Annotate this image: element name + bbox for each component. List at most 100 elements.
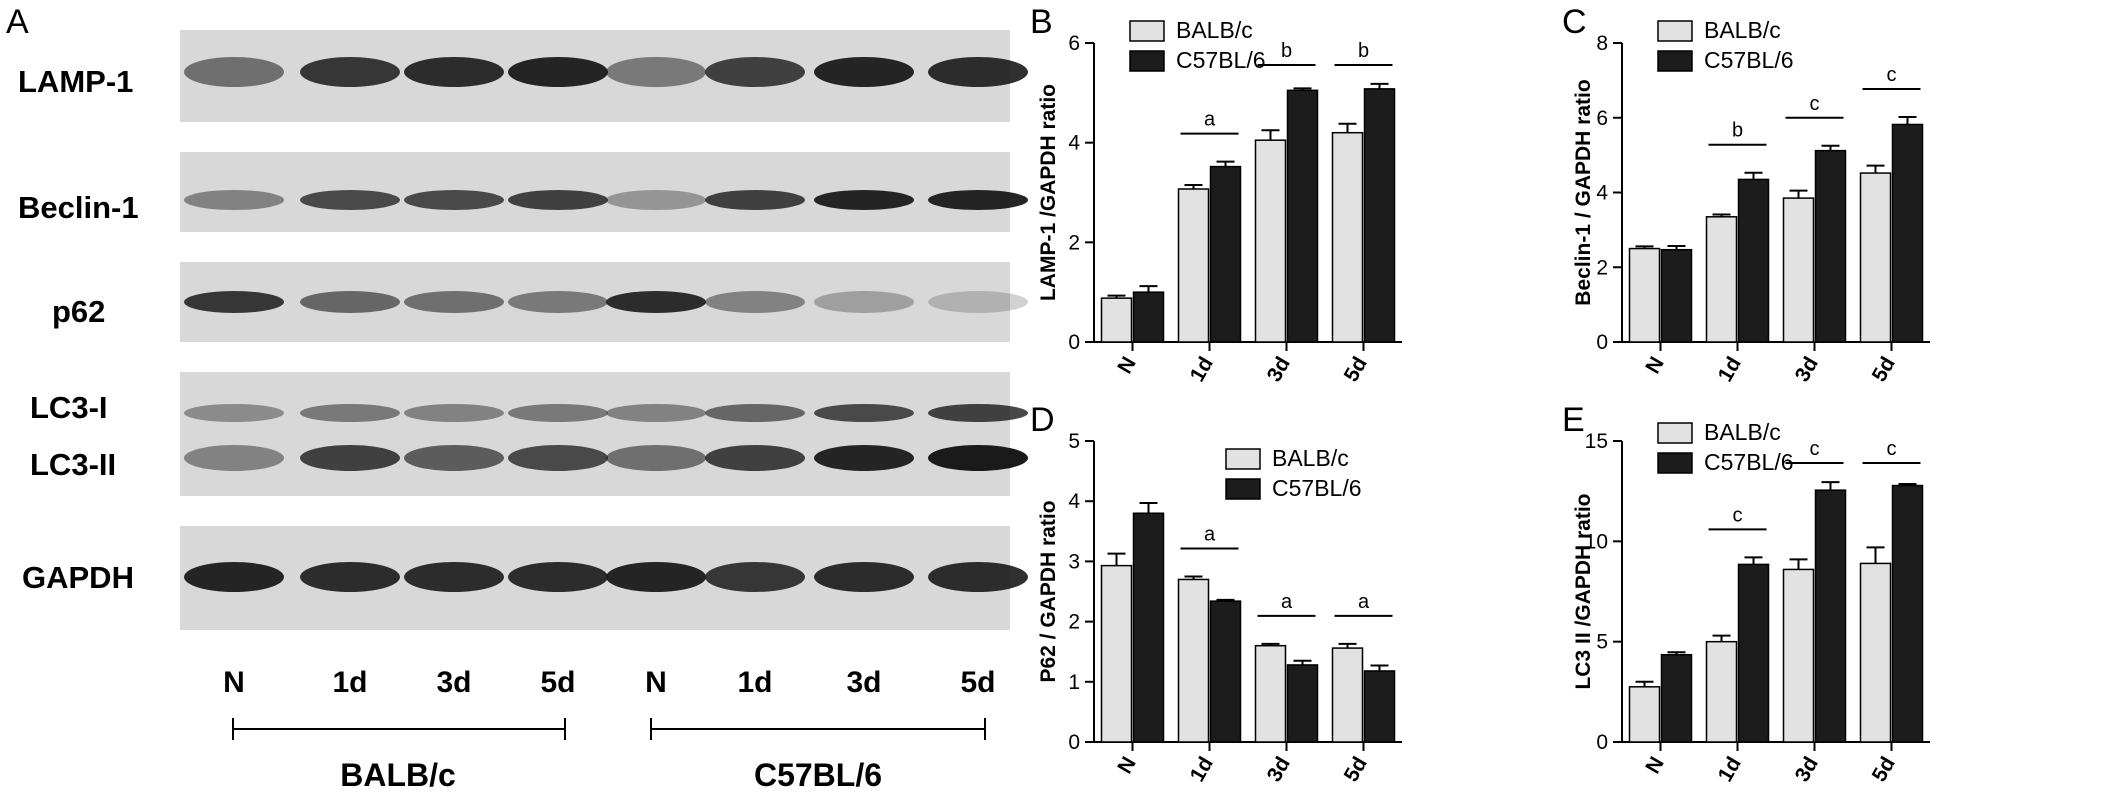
- y-tick-label: 0: [1596, 731, 1608, 754]
- western-blot-panel: A LAMP-1 Beclin-1 p62 LC3-I LC3-II GAPDH…: [6, 3, 1028, 793]
- blot-band: [606, 445, 706, 471]
- lane-label: N: [223, 666, 245, 699]
- blot-band: [404, 562, 504, 592]
- bar-c57bl6: [1737, 178, 1770, 343]
- bar-c57bl6: [1209, 600, 1242, 743]
- bar-c57bl6: [1132, 291, 1165, 343]
- legend-label: C57BL/6: [1704, 449, 1794, 475]
- blot-band: [300, 562, 400, 592]
- significance-label: a: [1204, 523, 1216, 545]
- blot-label-lc3-i: LC3-I: [30, 390, 108, 425]
- bar-balbc: [1782, 568, 1815, 743]
- blot-band: [705, 190, 805, 210]
- y-tick-label: 10: [1585, 530, 1608, 553]
- lane-label: N: [645, 666, 667, 699]
- panel-letter: B: [1030, 3, 1053, 41]
- y-tick-label: 3: [1068, 550, 1080, 573]
- blot-band: [508, 291, 608, 313]
- legend-label: C57BL/6: [1176, 47, 1266, 73]
- significance-label: c: [1733, 504, 1743, 526]
- bar-c57bl6: [1660, 653, 1693, 743]
- bar-balbc: [1705, 640, 1738, 743]
- y-tick-label: 6: [1068, 32, 1080, 55]
- significance-label: b: [1281, 40, 1292, 62]
- x-tick-label: 3d: [1791, 753, 1823, 786]
- x-tick-label: N: [1641, 353, 1669, 378]
- y-axis-title: P62 / GAPDH ratio: [1037, 500, 1060, 682]
- y-tick-label: 2: [1068, 611, 1080, 634]
- significance-label: c: [1810, 93, 1820, 115]
- group-label-c57bl6: C57BL/6: [754, 757, 882, 793]
- blot-band: [814, 291, 914, 313]
- bar-c57bl6: [1363, 670, 1396, 743]
- group-bracket-c57bl6: C57BL/6: [650, 718, 986, 793]
- blot-band: [814, 404, 914, 422]
- bar-c57bl6: [1363, 88, 1396, 343]
- chart-panel-e: E 0 5 10 15 LC3 II /GAPDH ratio N 1d c 3d c 5d c BALB…: [1562, 401, 1930, 786]
- group-label-balbc: BALB/c: [340, 757, 456, 793]
- legend-label: C57BL/6: [1704, 47, 1794, 73]
- blot-band: [928, 291, 1028, 313]
- bar-c57bl6: [1814, 489, 1847, 743]
- blot-band: [814, 190, 914, 210]
- bar-c57bl6: [1286, 664, 1319, 743]
- bar-balbc: [1628, 686, 1661, 743]
- chart-panel-c: C 0 2 4 6 8 Beclin-1 / GAPDH ratio N 1d b 3d c 5d c BA…: [1562, 3, 1930, 386]
- blot-band: [300, 190, 400, 210]
- blot-band: [928, 562, 1028, 592]
- significance-label: c: [1887, 438, 1897, 460]
- blot-band: [705, 445, 805, 471]
- bar-charts: B 0 2 4 6 LAMP-1 /GAPDH ratio N 1d a 3d b 5d b BALB/c…: [1030, 3, 1930, 786]
- y-tick-label: 5: [1068, 430, 1080, 453]
- lane-label: 3d: [436, 666, 471, 699]
- bar-balbc: [1782, 197, 1815, 343]
- blot-band: [814, 445, 914, 471]
- blot-band: [928, 404, 1028, 422]
- bar-balbc: [1100, 297, 1133, 343]
- y-tick-label: 6: [1596, 107, 1608, 130]
- blot-band: [705, 57, 805, 87]
- blot-strip-beclin1: [180, 152, 1028, 232]
- significance-label: b: [1732, 120, 1743, 142]
- legend-swatch: [1129, 20, 1165, 42]
- blot-band: [184, 562, 284, 592]
- legend-label: BALB/c: [1704, 17, 1781, 43]
- lane-label: 1d: [332, 666, 367, 699]
- blot-band: [508, 445, 608, 471]
- panel-letter: C: [1562, 3, 1587, 41]
- significance-label: b: [1358, 40, 1369, 62]
- blot-band: [300, 57, 400, 87]
- legend-swatch: [1225, 448, 1261, 470]
- blot-band: [404, 404, 504, 422]
- blot-band: [184, 291, 284, 313]
- y-tick-label: 2: [1068, 231, 1080, 254]
- blot-band: [928, 57, 1028, 87]
- x-tick-label: 1d: [1186, 753, 1218, 786]
- x-tick-label: N: [1113, 353, 1141, 378]
- lane-label: 5d: [960, 666, 995, 699]
- blot-band: [606, 562, 706, 592]
- y-tick-label: 0: [1068, 731, 1080, 754]
- y-axis-title: LAMP-1 /GAPDH ratio: [1037, 84, 1060, 301]
- panel-letter: D: [1030, 401, 1055, 439]
- y-tick-label: 0: [1596, 331, 1608, 354]
- blot-label-p62: p62: [52, 294, 105, 329]
- legend-label: C57BL/6: [1272, 475, 1362, 501]
- bar-c57bl6: [1286, 89, 1319, 343]
- bar-balbc: [1254, 644, 1287, 743]
- blot-strip-p62: [180, 262, 1028, 342]
- blot-band: [404, 291, 504, 313]
- blot-label-lc3-ii: LC3-II: [30, 447, 116, 482]
- blot-band: [300, 291, 400, 313]
- legend-swatch: [1657, 20, 1693, 42]
- blot-strips: [180, 30, 1028, 630]
- bar-c57bl6: [1132, 512, 1165, 743]
- y-tick-label: 0: [1068, 331, 1080, 354]
- x-tick-label: 3d: [1263, 353, 1295, 386]
- significance-label: a: [1204, 109, 1216, 131]
- blot-band: [184, 190, 284, 210]
- x-tick-label: N: [1113, 753, 1141, 778]
- bar-balbc: [1177, 188, 1210, 343]
- blot-strip-background: [180, 372, 1010, 496]
- lane-label: 1d: [737, 666, 772, 699]
